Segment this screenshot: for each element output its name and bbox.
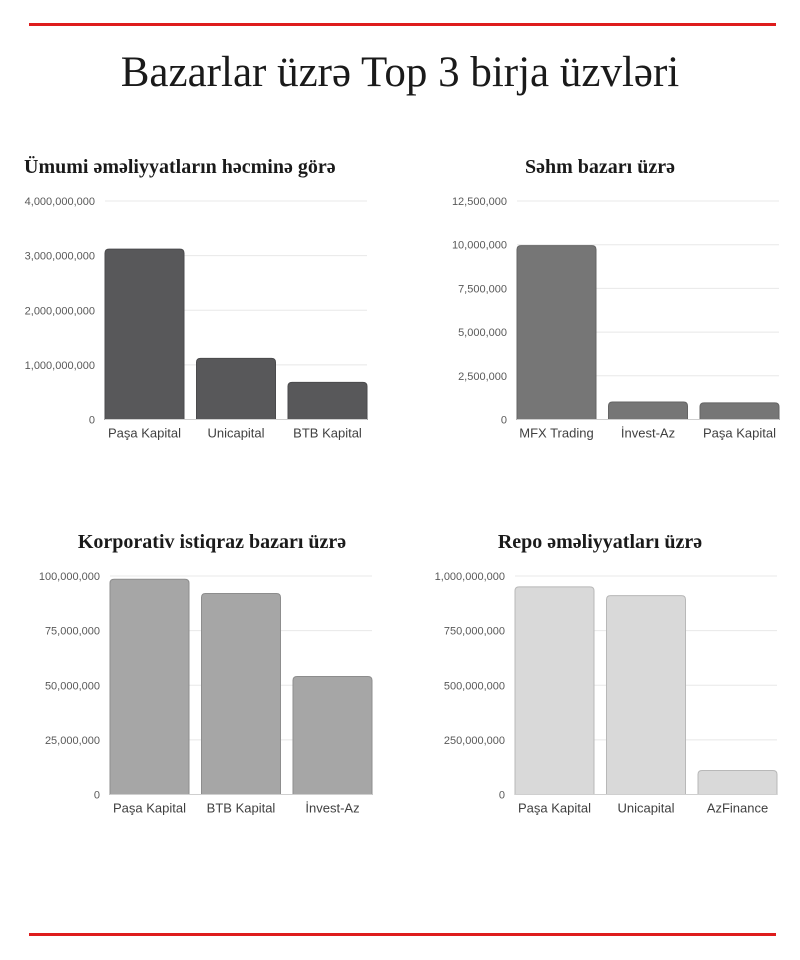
- svg-text:0: 0: [94, 790, 100, 802]
- svg-text:750,000,000: 750,000,000: [444, 626, 505, 638]
- svg-text:100,000,000: 100,000,000: [39, 571, 100, 583]
- svg-text:İnvest-Az: İnvest-Az: [621, 426, 675, 441]
- svg-text:Paşa Kapital: Paşa Kapital: [518, 801, 591, 816]
- svg-text:4,000,000,000: 4,000,000,000: [25, 196, 95, 208]
- svg-text:Paşa Kapital: Paşa Kapital: [108, 426, 181, 441]
- svg-text:12,500,000: 12,500,000: [452, 196, 507, 208]
- svg-text:0: 0: [89, 415, 95, 427]
- svg-text:Unicapital: Unicapital: [207, 426, 264, 441]
- svg-text:25,000,000: 25,000,000: [45, 735, 100, 747]
- svg-text:BTB Kapital: BTB Kapital: [293, 426, 362, 441]
- svg-text:İnvest-Az: İnvest-Az: [305, 801, 359, 816]
- svg-text:3,000,000,000: 3,000,000,000: [25, 251, 95, 263]
- svg-text:1,000,000,000: 1,000,000,000: [435, 571, 505, 583]
- svg-text:75,000,000: 75,000,000: [45, 626, 100, 638]
- svg-text:2,500,000: 2,500,000: [458, 371, 507, 383]
- svg-text:0: 0: [501, 415, 507, 427]
- svg-text:AzFinance: AzFinance: [707, 801, 768, 816]
- svg-text:7,500,000: 7,500,000: [458, 283, 507, 295]
- svg-text:50,000,000: 50,000,000: [45, 680, 100, 692]
- svg-text:BTB Kapital: BTB Kapital: [207, 801, 276, 816]
- svg-text:5,000,000: 5,000,000: [458, 327, 507, 339]
- svg-text:Paşa Kapital: Paşa Kapital: [703, 426, 776, 441]
- svg-text:Unicapital: Unicapital: [617, 801, 674, 816]
- svg-text:10,000,000: 10,000,000: [452, 240, 507, 252]
- svg-text:2,000,000,000: 2,000,000,000: [25, 305, 95, 317]
- svg-text:500,000,000: 500,000,000: [444, 680, 505, 692]
- svg-text:1,000,000,000: 1,000,000,000: [25, 360, 95, 372]
- svg-text:MFX Trading: MFX Trading: [519, 426, 593, 441]
- svg-text:Paşa Kapital: Paşa Kapital: [113, 801, 186, 816]
- svg-text:250,000,000: 250,000,000: [444, 735, 505, 747]
- svg-text:0: 0: [499, 790, 505, 802]
